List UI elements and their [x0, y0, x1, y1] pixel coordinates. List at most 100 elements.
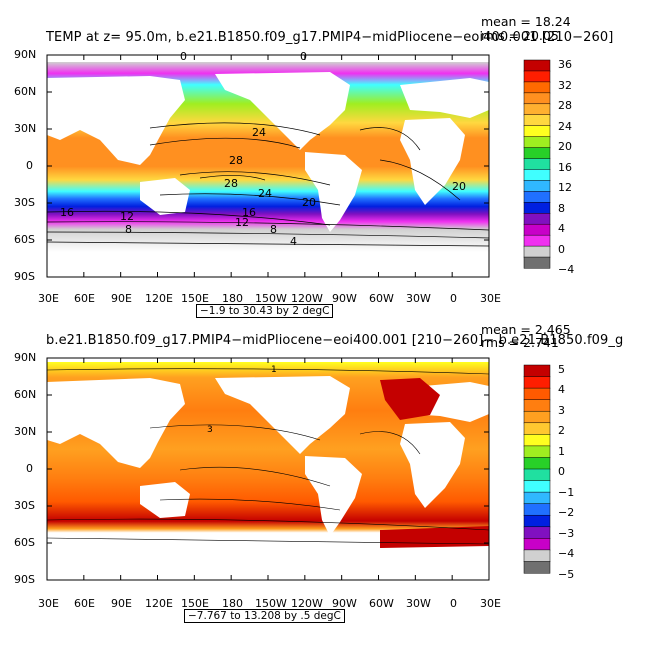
top-contour-info-box: −1.9 to 30.43 by 2 degC	[196, 304, 334, 318]
bottom-panel-title: b.e21.B1850.f09_g17.PMIP4−midPliocene−eo…	[46, 333, 624, 348]
top-y-label-60s: 60S	[14, 233, 35, 246]
top-x-label-180: 180	[222, 292, 243, 305]
colorbar-swatch	[523, 103, 551, 116]
colorbar-swatch	[523, 213, 551, 225]
top-land-namerica	[215, 72, 350, 150]
top-panel-mean: mean = 18.24	[481, 14, 571, 29]
colorbar-swatch	[523, 549, 551, 563]
bottom-colorbar-label: 2	[558, 424, 565, 437]
bottom-colorbar-label: 0	[558, 465, 565, 478]
colorbar-swatch	[523, 376, 551, 389]
bottom-hotspot-southern	[380, 526, 489, 548]
svg-text:24: 24	[252, 126, 266, 139]
bottom-colorbar-label: −2	[558, 506, 575, 519]
colorbar-swatch	[523, 445, 551, 459]
bottom-y-label-30s: 30S	[14, 499, 35, 512]
bottom-x-label-0: 0	[450, 597, 457, 610]
top-x-label-150w: 150W	[255, 292, 287, 305]
bottom-colorbar-label: 5	[558, 363, 565, 376]
colorbar-swatch	[523, 81, 551, 94]
top-x-label-150e: 150E	[181, 292, 209, 305]
svg-text:16: 16	[242, 206, 256, 219]
svg-text:8: 8	[125, 223, 132, 236]
top-contours	[46, 122, 490, 247]
bottom-x-label-180: 180	[222, 597, 243, 610]
colorbar-swatch	[523, 125, 551, 138]
colorbar-swatch	[523, 387, 551, 401]
colorbar-swatch	[523, 202, 551, 214]
bottom-y-label-60s: 60S	[14, 536, 35, 549]
bottom-x-label-30e: 30E	[38, 597, 59, 610]
top-colorbar	[523, 59, 551, 269]
colorbar-swatch	[523, 434, 551, 447]
svg-text:4: 4	[290, 235, 297, 248]
bottom-colorbar-label: −3	[558, 527, 575, 540]
bottom-land-antarctica	[47, 556, 489, 580]
colorbar-swatch	[523, 480, 551, 493]
bottom-x-label-150e: 150E	[181, 597, 209, 610]
colorbar-swatch	[523, 180, 551, 192]
top-colorbar-label: 20	[558, 140, 572, 153]
bottom-y-label-90n: 90N	[14, 351, 37, 364]
top-x-label-60e: 60E	[74, 292, 95, 305]
top-colorbar-label: −4	[558, 263, 575, 276]
bottom-contour-labels: 3 1	[207, 365, 277, 435]
bottom-panel-rms: rms = 2.741	[481, 335, 559, 350]
bottom-colorbar-label: −4	[558, 547, 575, 560]
bottom-x-label-60w: 60W	[369, 597, 394, 610]
bottom-panel-mean: mean = 2.465	[481, 322, 571, 337]
bottom-x-label-120w: 120W	[291, 597, 323, 610]
colorbar-swatch	[523, 191, 551, 203]
svg-text:20: 20	[302, 196, 316, 209]
top-x-label-30e-right: 30E	[480, 292, 501, 305]
top-colorbar-label: 12	[558, 181, 572, 194]
top-colorbar-label: 36	[558, 58, 572, 71]
top-colorbar-label: 16	[558, 161, 572, 174]
axis-ticks	[46, 54, 490, 581]
svg-text:12: 12	[120, 210, 134, 223]
svg-text:24: 24	[258, 187, 272, 200]
top-x-label-60w: 60W	[369, 292, 394, 305]
top-y-label-60n: 60N	[14, 85, 37, 98]
colorbar-swatch	[523, 457, 551, 470]
svg-text:20: 20	[452, 180, 466, 193]
colorbar-swatch	[523, 364, 551, 378]
svg-text:16: 16	[60, 206, 74, 219]
top-x-label-120w: 120W	[291, 292, 323, 305]
bottom-x-label-90e: 90E	[111, 597, 132, 610]
top-land-samerica	[305, 152, 362, 232]
colorbar-swatch	[523, 223, 551, 236]
svg-text:8: 8	[270, 223, 277, 236]
svg-text:3: 3	[207, 425, 213, 435]
top-y-label-30s: 30S	[14, 196, 35, 209]
colorbar-swatch	[523, 422, 551, 435]
top-colorbar-label: 0	[558, 243, 565, 256]
colorbar-swatch	[523, 538, 551, 551]
colorbar-swatch	[523, 491, 551, 505]
bottom-land-namerica	[215, 376, 350, 454]
colorbar-swatch	[523, 514, 551, 528]
bottom-x-label-150w: 150W	[255, 597, 287, 610]
bottom-y-label-0: 0	[26, 462, 33, 475]
top-x-label-120e: 120E	[145, 292, 173, 305]
bottom-colorbar	[523, 364, 551, 574]
bottom-land-africa	[400, 422, 465, 508]
svg-text:12: 12	[235, 216, 249, 229]
top-colorbar-label: 28	[558, 99, 572, 112]
colorbar-swatch	[523, 410, 551, 424]
bottom-x-label-30e-right: 30E	[480, 597, 501, 610]
bottom-map: 3 1	[46, 357, 490, 581]
bottom-contour-info-box: −7.767 to 13.208 by .5 degC	[184, 609, 345, 623]
colorbar-swatch	[523, 158, 551, 171]
colorbar-swatch	[523, 526, 551, 539]
top-colorbar-label: 24	[558, 120, 572, 133]
top-land-europe	[400, 78, 489, 118]
colorbar-swatch	[523, 114, 551, 127]
top-land-asia	[47, 76, 185, 165]
top-x-label-90e: 90E	[111, 292, 132, 305]
svg-text:0: 0	[300, 50, 307, 63]
top-x-label-30e: 30E	[38, 292, 59, 305]
top-map: 28 28 24 24 20 20 16 16 12 12 8 8 4 0 0	[46, 50, 490, 278]
bottom-x-label-90w: 90W	[332, 597, 357, 610]
top-contour-labels: 28 28 24 24 20 20 16 16 12 12 8 8 4 0 0	[60, 50, 466, 248]
